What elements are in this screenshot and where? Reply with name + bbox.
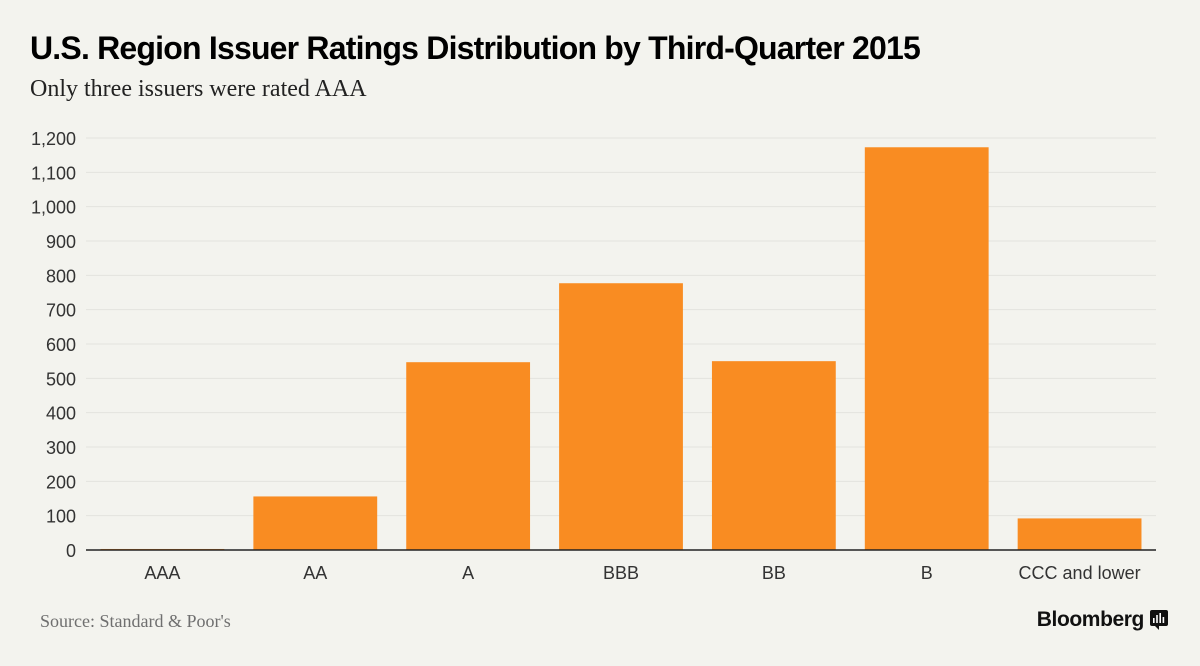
y-tick-label: 400: [46, 404, 76, 424]
chart-subtitle: Only three issuers were rated AAA: [30, 76, 367, 102]
y-tick-label: 600: [46, 335, 76, 355]
y-tick-label: 700: [46, 301, 76, 321]
x-tick-label: AA: [303, 563, 327, 583]
y-tick-label: 800: [46, 266, 76, 286]
x-tick-label: B: [921, 563, 933, 583]
bar: [559, 283, 683, 550]
source-note: Source: Standard & Poor's: [40, 611, 231, 631]
y-tick-label: 900: [46, 232, 76, 252]
y-tick-label: 100: [46, 507, 76, 527]
x-tick-label: BB: [762, 563, 786, 583]
y-tick-label: 300: [46, 438, 76, 458]
x-tick-label: CCC and lower: [1019, 563, 1141, 583]
bloomberg-terminal-icon: [1150, 610, 1168, 630]
y-tick-label: 1,100: [31, 163, 76, 183]
y-tick-label: 500: [46, 369, 76, 389]
brand-logo: Bloomberg: [1037, 608, 1168, 632]
y-tick-label: 200: [46, 472, 76, 492]
bar: [711, 361, 836, 550]
y-tick-label: 1,200: [31, 129, 76, 149]
y-tick-label: 0: [66, 541, 76, 561]
x-tick-label: A: [462, 563, 474, 583]
x-tick-label: AAA: [144, 563, 180, 583]
bar: [864, 147, 989, 550]
bar: [253, 496, 378, 550]
brand-name: Bloomberg: [1036, 608, 1145, 631]
x-tick-label: BBB: [603, 563, 639, 583]
bar-chart: 0 100 200 300 400 500 600 700 800 900 1,000 1,100 1,…: [31, 129, 1156, 583]
y-tick-label: 1,000: [31, 198, 76, 218]
chart-title: U.S. Region Issuer Ratings Distribution …: [30, 30, 921, 66]
bar: [1017, 518, 1142, 550]
bar: [406, 362, 531, 550]
